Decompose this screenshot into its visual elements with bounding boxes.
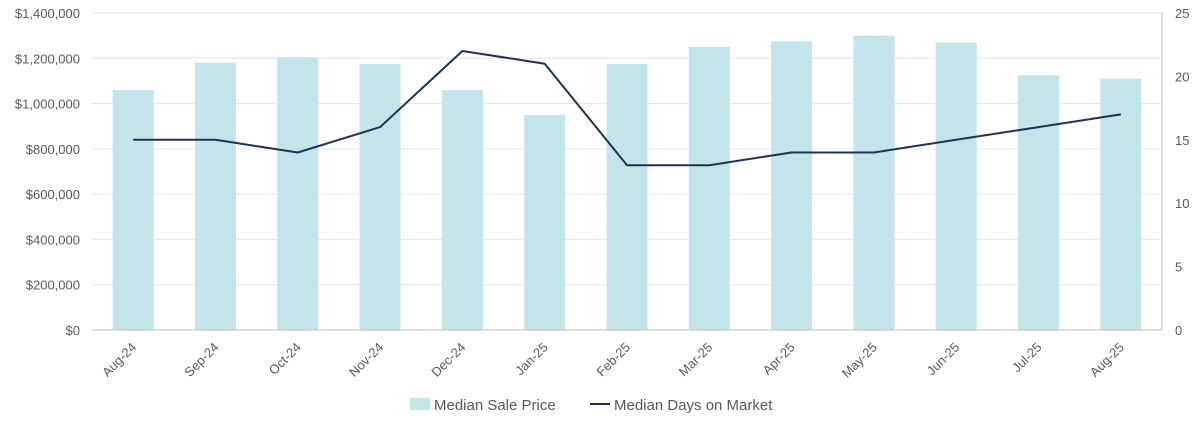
x-tick-label: Aug-24 — [99, 340, 139, 380]
right-tick-label: 25 — [1175, 6, 1189, 21]
left-tick-label: $200,000 — [26, 278, 80, 293]
legend-swatch-median-sale-price — [410, 398, 430, 410]
x-tick-label: Jul-25 — [1009, 340, 1045, 376]
bar-aug-24 — [113, 90, 154, 330]
left-tick-label: $1,000,000 — [15, 97, 80, 112]
bar-apr-25 — [771, 41, 812, 330]
right-tick-label: 15 — [1175, 133, 1189, 148]
x-tick-label: Mar-25 — [676, 340, 716, 380]
x-axis-ticks: Aug-24 Sep-24 Oct-24 Nov-24 Dec-24 Jan-25 Feb-… — [99, 340, 1127, 381]
bar-jun-25 — [936, 42, 977, 330]
left-axis-ticks: $0 $200,000 $400,000 $600,000 $800,000 $1,000… — [15, 6, 80, 338]
x-tick-label: Jun-25 — [924, 340, 963, 379]
bar-nov-24 — [360, 64, 401, 330]
left-tick-label: $1,200,000 — [15, 51, 80, 66]
left-tick-label: $0 — [66, 323, 80, 338]
bar-oct-24 — [277, 57, 318, 330]
x-tick-label: May-25 — [839, 340, 880, 381]
x-tick-label: Oct-24 — [266, 340, 304, 378]
bar-dec-24 — [442, 90, 483, 330]
x-tick-label: Dec-24 — [428, 340, 468, 380]
left-tick-label: $1,400,000 — [15, 6, 80, 21]
x-tick-label: Jan-25 — [512, 340, 551, 379]
left-tick-label: $800,000 — [26, 142, 80, 157]
x-tick-label: Nov-24 — [346, 340, 386, 380]
right-tick-label: 5 — [1175, 260, 1182, 275]
legend-label-median-sale-price: Median Sale Price — [434, 397, 556, 414]
legend-label-median-days-on-market: Median Days on Market — [614, 397, 773, 414]
right-tick-label: 10 — [1175, 196, 1189, 211]
right-tick-label: 0 — [1175, 323, 1182, 338]
left-tick-label: $600,000 — [26, 187, 80, 202]
bar-jul-25 — [1018, 75, 1059, 330]
x-tick-label: Sep-24 — [181, 340, 221, 380]
bar-sep-24 — [195, 63, 236, 330]
bar-series-median-sale-price — [113, 36, 1142, 330]
bar-may-25 — [853, 36, 894, 330]
right-tick-label: 20 — [1175, 69, 1189, 84]
bar-mar-25 — [689, 47, 730, 330]
legend: Median Sale Price Median Days on Market — [410, 397, 773, 414]
x-tick-label: Aug-25 — [1087, 340, 1127, 380]
x-tick-label: Apr-25 — [760, 340, 798, 378]
bar-feb-25 — [607, 64, 648, 330]
x-tick-label: Feb-25 — [593, 340, 633, 380]
right-axis-ticks: 0 5 10 15 20 25 — [1175, 6, 1189, 338]
bar-jan-25 — [524, 115, 565, 330]
left-tick-label: $400,000 — [26, 232, 80, 247]
